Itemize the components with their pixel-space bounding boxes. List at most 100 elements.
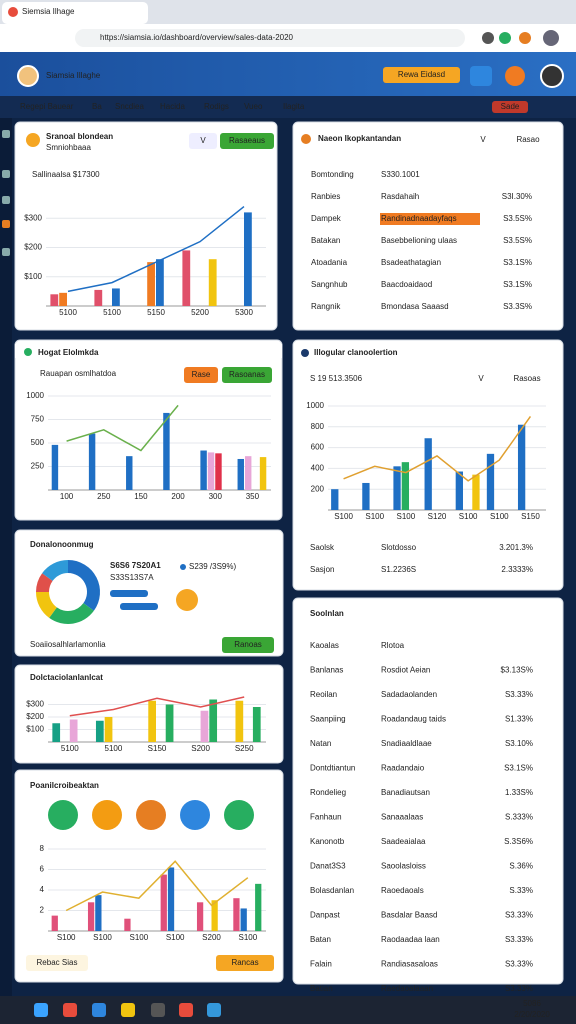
product-icon[interactable] [48,800,78,830]
user [540,64,564,88]
bar [235,700,244,742]
row-label: Danat3S3 [310,862,346,871]
nav-item[interactable]: Hacida [160,102,185,111]
button[interactable] [501,132,555,148]
bar [331,489,339,510]
button[interactable] [220,133,274,149]
y-tick-label: 2 [40,906,45,915]
product-icon[interactable] [224,800,254,830]
nav-item[interactable]: Rodigs [204,102,229,111]
row-label: Batakan [311,236,340,245]
button[interactable] [222,367,272,383]
x-tick-label: 200 [171,492,185,501]
taskbar-icon[interactable] [92,1003,106,1017]
y-tick-label: 8 [40,844,45,853]
button-label[interactable]: Rasao [516,135,540,144]
button-label[interactable]: Ranoas [234,640,262,649]
row-detail: Rasdahaih [381,192,419,201]
taskbar-icon[interactable] [207,1003,221,1017]
tab-icon [8,7,18,17]
row-label: Banlanas [310,666,343,675]
donut-segment [42,560,68,581]
button-label[interactable]: Rancas [231,958,258,967]
button-label[interactable]: Rasoas [513,374,540,383]
row-label: Reoilan [310,690,337,699]
sidebar [0,118,12,996]
x-tick-label: S100 [334,512,353,521]
icon-button[interactable] [470,66,492,86]
button-label[interactable]: V [480,135,486,144]
bar [200,710,209,742]
card-footer: Soaiiosalhlarlamonlia [30,640,106,649]
button[interactable] [499,371,555,387]
sidebar-icon[interactable] [2,220,10,228]
row-label: Bolasdanlan [310,886,354,895]
y-tick-label: 400 [311,464,325,473]
button[interactable] [216,955,274,971]
product-icon[interactable] [92,800,122,830]
button-label[interactable]: Rewa Eidasd [398,70,445,79]
taskbar-icon[interactable] [179,1003,193,1017]
bar [51,444,59,490]
taskbar-icon[interactable] [121,1003,135,1017]
button[interactable] [184,367,218,383]
button[interactable] [383,67,460,83]
clock-date: 2/20/2020 [514,1010,550,1019]
bar [165,704,174,742]
row-label: Rondelieg [310,788,346,797]
card-header [15,344,282,358]
extension-icon [519,32,531,44]
button-label[interactable]: V [200,136,206,145]
sidebar-icon[interactable] [2,196,10,204]
y-tick-label: 800 [311,422,325,431]
button[interactable] [222,637,274,653]
button-label[interactable]: Rebac Sias [37,958,78,967]
row-detail: Rosdiot Aeian [381,666,430,675]
row-label: Fanhaun [310,813,342,822]
button-label[interactable]: V [478,374,484,383]
product-icon[interactable] [136,800,166,830]
taskbar-icon[interactable] [151,1003,165,1017]
y-tick-label: 1000 [306,401,324,410]
card-subtitle: Rauapan osmlhatdoa [40,369,117,378]
taskbar-icon[interactable] [63,1003,77,1017]
avatar [17,65,39,87]
sidebar-icon[interactable] [2,130,10,138]
x-tick-label: S100 [166,933,185,942]
nav-item[interactable]: Regepi Bauear [20,102,74,111]
taskbar-icon[interactable] [34,1003,48,1017]
bar [167,867,175,931]
product-icon[interactable] [180,800,210,830]
bar [50,294,59,306]
button-label[interactable]: Rase [192,370,211,379]
row-label: Sangnhub [311,280,348,289]
notify[interactable] [505,66,525,86]
sidebar-icon[interactable] [2,170,10,178]
button-label[interactable]: Rasoanas [229,370,265,379]
bar [124,918,131,931]
row-label: Batian [310,984,333,993]
card-title: Poanilcroibeaktan [30,781,99,790]
row-detail: Saadeaialaa [381,837,426,846]
button[interactable] [189,133,217,149]
bar [517,424,526,510]
row-detail: Roadandaug taids [381,715,446,724]
button[interactable] [466,371,496,387]
sidebar-icon[interactable] [2,248,10,256]
button-label[interactable]: Rasaeaus [229,136,265,145]
nav-item[interactable]: Ba [92,102,102,111]
button[interactable] [26,955,88,971]
profile [543,30,559,46]
row-detail: Saoolasloiss [381,862,426,871]
x-tick-label: S100 [459,512,478,521]
card [292,121,564,331]
button[interactable] [470,132,496,148]
nav-item[interactable]: Vueo [244,102,263,111]
nav-badge-label: Sade [501,102,520,111]
stat-value: 3.201.3% [499,543,533,552]
nav-item[interactable]: Ilagita [283,102,305,111]
x-tick-label: S200 [191,744,210,753]
nav-item[interactable]: Sncdiea [115,102,144,111]
row-value: S3.1S% [503,280,532,289]
